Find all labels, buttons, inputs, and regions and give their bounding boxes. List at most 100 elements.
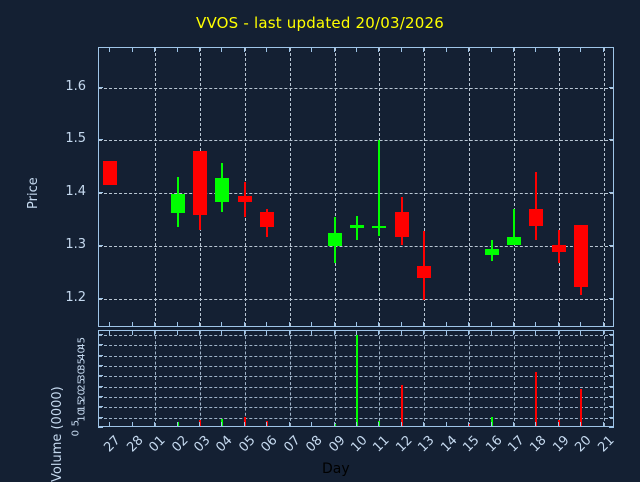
x-tick-mark bbox=[176, 47, 178, 52]
volume-bar bbox=[243, 416, 246, 426]
x-tick-mark bbox=[400, 330, 402, 335]
volume-tick-label: 0 bbox=[70, 430, 82, 437]
x-tick-mark bbox=[445, 330, 447, 335]
candle-body bbox=[103, 160, 118, 186]
x-tick-mark bbox=[468, 322, 470, 327]
volume-tick-label: 45 bbox=[76, 337, 88, 350]
x-tick-mark bbox=[243, 47, 245, 52]
x-tick-mark bbox=[333, 322, 335, 327]
x-tick-mark bbox=[154, 330, 156, 335]
x-tick-mark bbox=[176, 422, 178, 427]
candle-body bbox=[327, 232, 342, 247]
x-tick-mark bbox=[580, 330, 582, 335]
x-tick-mark bbox=[176, 330, 178, 335]
x-tick-mark bbox=[557, 422, 559, 427]
price-tick-mark bbox=[609, 245, 614, 247]
x-tick-mark bbox=[602, 322, 604, 327]
x-tick-mark bbox=[311, 422, 313, 427]
x-tick-mark bbox=[154, 47, 156, 52]
candle-wick bbox=[378, 140, 381, 236]
volume-bar bbox=[266, 420, 269, 426]
price-tick-mark bbox=[98, 192, 103, 194]
x-tick-mark bbox=[468, 47, 470, 52]
x-tick-mark bbox=[109, 322, 111, 327]
price-gridline bbox=[99, 140, 613, 142]
x-tick-mark bbox=[423, 422, 425, 427]
x-tick-mark bbox=[288, 47, 290, 52]
x-tick-mark bbox=[221, 422, 223, 427]
volume-gridline-vertical bbox=[244, 331, 246, 426]
x-tick-mark bbox=[535, 422, 537, 427]
x-tick-mark bbox=[221, 322, 223, 327]
x-tick-mark bbox=[198, 330, 200, 335]
volume-gridline-vertical bbox=[558, 331, 560, 426]
volume-tick-mark bbox=[98, 344, 103, 346]
x-tick-mark bbox=[266, 330, 268, 335]
x-tick-mark bbox=[513, 422, 515, 427]
x-tick-mark bbox=[109, 47, 111, 52]
volume-bar bbox=[535, 372, 538, 426]
x-tick-mark bbox=[266, 47, 268, 52]
volume-bar bbox=[176, 421, 179, 426]
volume-axis-title: Volume (0000) bbox=[50, 386, 65, 482]
volume-bar bbox=[356, 335, 358, 426]
price-tick-mark bbox=[609, 139, 614, 141]
price-axis-title: Price bbox=[26, 177, 41, 209]
volume-bar bbox=[580, 388, 583, 426]
x-tick-mark bbox=[535, 330, 537, 335]
x-tick-mark bbox=[131, 47, 133, 52]
volume-tick-mark bbox=[98, 354, 103, 356]
volume-gridline-vertical bbox=[379, 331, 381, 426]
volume-tick-mark bbox=[609, 396, 614, 398]
price-gridline bbox=[99, 87, 613, 89]
candle-body bbox=[417, 266, 432, 278]
volume-bar bbox=[378, 420, 381, 426]
x-axis-title: Day bbox=[322, 461, 350, 477]
x-tick-mark bbox=[154, 322, 156, 327]
x-tick-mark bbox=[513, 330, 515, 335]
candle-body bbox=[215, 178, 230, 203]
price-tick-mark bbox=[98, 245, 103, 247]
x-tick-mark bbox=[109, 330, 111, 335]
price-tick-mark bbox=[609, 192, 614, 194]
x-tick-mark bbox=[445, 322, 447, 327]
price-gridline bbox=[99, 298, 613, 300]
x-tick-mark bbox=[557, 322, 559, 327]
x-tick-mark bbox=[400, 47, 402, 52]
x-tick-mark bbox=[109, 422, 111, 427]
x-tick-mark bbox=[378, 330, 380, 335]
price-tick-mark bbox=[609, 297, 614, 299]
x-tick-mark bbox=[468, 422, 470, 427]
x-tick-mark bbox=[198, 422, 200, 427]
x-tick-mark bbox=[423, 47, 425, 52]
volume-bar bbox=[557, 419, 560, 426]
x-tick-mark bbox=[602, 330, 604, 335]
chart-title: VVOS - last updated 20/03/2026 bbox=[196, 14, 444, 32]
x-tick-mark bbox=[221, 47, 223, 52]
x-tick-mark bbox=[378, 422, 380, 427]
volume-tick-mark bbox=[609, 406, 614, 408]
x-tick-mark bbox=[333, 47, 335, 52]
x-tick-mark bbox=[378, 322, 380, 327]
candle-body bbox=[350, 224, 364, 228]
x-tick-mark bbox=[378, 47, 380, 52]
price-gridline-vertical bbox=[155, 48, 157, 326]
x-tick-mark bbox=[288, 330, 290, 335]
candle-wick bbox=[356, 216, 358, 240]
x-tick-mark bbox=[423, 330, 425, 335]
candle-wick bbox=[513, 209, 516, 245]
volume-tick-mark bbox=[98, 365, 103, 367]
volume-gridline-vertical bbox=[155, 331, 157, 426]
x-tick-mark bbox=[311, 322, 313, 327]
x-tick-mark bbox=[557, 47, 559, 52]
x-tick-mark bbox=[490, 422, 492, 427]
x-tick-mark bbox=[176, 322, 178, 327]
x-tick-mark bbox=[602, 47, 604, 52]
volume-bar bbox=[490, 416, 493, 426]
candle-body bbox=[170, 194, 185, 213]
x-tick-mark bbox=[131, 330, 133, 335]
volume-tick-mark bbox=[98, 416, 103, 418]
candle-body bbox=[192, 151, 207, 216]
volume-gridline-vertical bbox=[469, 331, 471, 426]
candle-body bbox=[574, 224, 589, 288]
